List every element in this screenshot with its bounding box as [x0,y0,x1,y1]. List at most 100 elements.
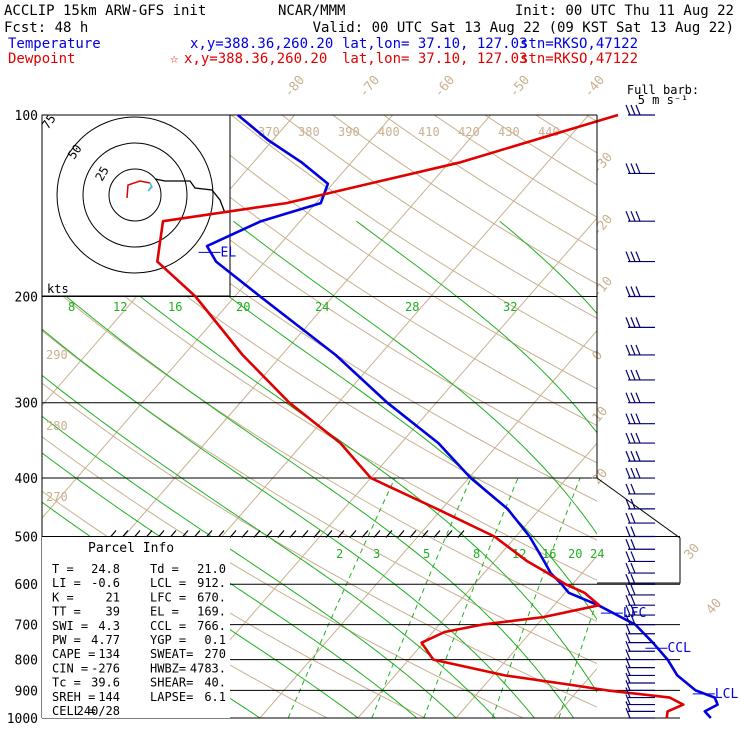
dry-adiabat-line [637,115,740,718]
mixing-ratio-line [728,478,740,718]
wind-barb-feather [625,632,631,643]
wind-barb-feather [625,104,631,116]
wind-barb [625,687,655,699]
wind-barb [625,641,655,652]
wind-barb-feather [630,104,636,116]
parcel-info-title: Parcel Info [88,541,174,556]
legend-temperature-xy: x,y=388.36,260.20 [190,36,333,52]
tick-500 [313,530,321,538]
wind-barb-feather [625,614,631,625]
parcel-info-cell: 39 [106,605,120,619]
dry-adiabat-line [78,115,597,464]
pressure-label: 200 [15,291,38,306]
wind-barb-feather [630,574,636,585]
dry-adiabat-line [281,115,597,319]
tick-500 [385,530,393,538]
parcel-info-cell: CELL = [52,704,95,718]
wind-barb-feather [625,584,631,596]
isotherm-label: 0 [590,348,607,364]
wind-barb-feather [630,369,636,381]
tick-500 [457,530,465,538]
parcel-info-rows: T = 24.8 Td = 21.0 LI = -0.6 LCL = 912. K = 21 LFC… [52,562,226,718]
legend-dewpoint-latlon: lat,lon= 37.10, 127.03 [342,51,527,67]
wind-barb [625,104,655,116]
pressure-label: 500 [15,530,38,545]
mixing-ratio-label: 5 [423,547,430,561]
wind-barb-feather [630,562,636,574]
parcel-info-cell: 912. [197,576,226,590]
isentrope-label: 280 [46,419,68,433]
wind-barb-feather [635,163,641,174]
isotherm-label: 30 [682,541,704,563]
profiles [156,113,719,719]
wind-barb-feather [635,450,641,462]
fcst-label: Fcst: 48 h [4,20,88,36]
mixing-ratio-line [663,478,733,718]
wind-barb-feather [625,526,631,537]
isentrope-label: 440 [538,125,560,139]
wind-barb-feather [625,317,631,328]
dry-adiabat-line [688,115,740,718]
tick-500 [349,530,357,538]
parcel-info-cell: -0.6 [91,576,120,590]
wind-barb-feather [635,104,641,116]
tick-500 [397,530,405,538]
wind-barb-feather [625,251,631,262]
parcel-info-cell: 39.6 [91,676,120,690]
pressure-label: 800 [15,654,38,669]
dry-adiabat-line [180,115,597,390]
isotherm-label: 40 [704,596,726,618]
wind-barb-feather [625,665,631,676]
parcel-info-cell: -276 [91,661,120,675]
wind-barb-feather [630,432,636,444]
parcel-info-cell: 270 [204,647,226,661]
wind-barb [625,163,655,175]
hodograph-ring-50 [82,142,188,248]
wind-barb [625,701,655,712]
mixing-ratio-label: 3 [373,547,380,561]
tick-500 [373,530,381,538]
isentrope-label: 370 [258,125,280,139]
wind-barb-feather [625,574,631,585]
parcel-info-cell: SHEAR= [150,676,193,690]
wind-barb-feather [625,707,631,719]
legend-temperature-latlon: lat,lon= 37.10, 127.03 [342,36,527,52]
init-label: Init: 00 UTC Thu 11 Aug 22 [515,3,734,19]
wind-barb [625,483,655,495]
tick-500 [169,530,177,538]
dry-adiabat-line [484,115,597,186]
dry-adiabat-line [42,382,597,708]
parcel-info-cell: 670. [197,590,226,604]
mixing-ratio-label: 24 [590,547,604,561]
wind-barb-feather [625,483,631,495]
mixing-ratio-label: 2 [336,547,343,561]
wind-barb [625,286,655,298]
moist-adiabat-line [42,328,535,718]
wind-barb [625,369,655,381]
isentrope-label: 400 [378,125,400,139]
moist-adiabat-line [233,220,597,535]
isotherm-label: -20 [590,212,617,240]
level-marker-label: EL [221,245,237,260]
isentrope-label: 390 [338,125,360,139]
moist-adiabat-line [42,452,418,718]
isentrope-label: 420 [458,125,480,139]
wind-barb-feather [635,369,641,381]
wind-barb-feather [625,687,631,698]
mixing-ratio-line [371,477,472,718]
wind-barb-feather [630,584,636,596]
theta-e-label: 24 [315,300,329,314]
wind-barb-feather [635,344,641,356]
wind-barb-feather [630,317,636,328]
wind-barb [625,623,655,635]
wind-barb [625,251,655,263]
tick-500 [121,530,129,538]
tick-500 [253,530,261,538]
pressure-label: 900 [15,684,38,699]
wind-barb-feather [625,623,631,635]
wind-barb-feather [630,539,636,550]
tick-500 [217,530,225,538]
barb-panel-outline [596,115,681,584]
wind-barb-feather [625,432,631,444]
parcel-info-cell: 134 [98,647,120,661]
